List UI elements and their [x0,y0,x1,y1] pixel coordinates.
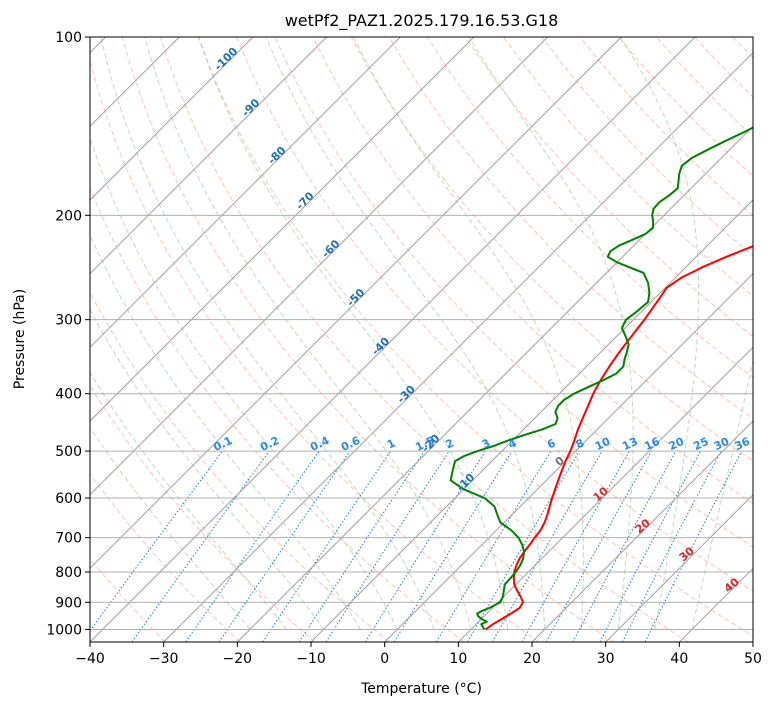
plot-frame [89,36,754,643]
mixing-ratio-line [298,450,425,642]
dry-adiabat-line [198,37,753,637]
y-tick-label: 100 [55,30,82,46]
y-axis-label: Pressure (hPa) [12,289,28,389]
isotherm-line [310,199,753,642]
x-tick-label: −30 [149,651,179,667]
y-tick-label: 800 [55,565,82,581]
moist-adiabat-line [90,233,361,630]
dry-adiabat-line [90,472,241,642]
mixing-ratio-line [599,450,701,642]
mixing-ratio-label: 10 [593,435,613,453]
isotherm-line [90,37,622,570]
dry-adiabat-line [90,59,540,642]
x-tick-label: 20 [523,651,541,667]
dewpoint-line [449,126,753,630]
isotherm-line [163,51,753,642]
isotherm-line [90,37,549,496]
isotherm-line [90,37,254,201]
mixing-ratio-label: 16 [642,435,662,453]
x-tick-label: −20 [223,651,253,667]
x-tick-label: 10 [449,651,467,667]
mixing-ratio-line [621,450,722,642]
x-tick-label: 30 [597,651,615,667]
isotherm-line [90,37,475,422]
x-tick-label: 40 [670,651,688,667]
chart-title: wetPf2_PAZ1.2025.179.16.53.G18 [285,11,559,31]
mixing-ratio-line [435,450,552,642]
mixing-ratio-line [572,450,677,642]
temperature-line [485,245,753,631]
y-tick-label: 900 [55,595,82,611]
mixing-ratio-line [262,450,392,642]
dry-adiabat-line [90,291,390,642]
dry-adiabat-line [90,186,465,642]
mixing-ratio-line [218,450,351,642]
x-tick-label: 0 [380,651,389,667]
y-tick-label: 500 [55,444,82,460]
mixing-ratio-line [185,450,320,642]
x-tick-label: −10 [296,651,326,667]
moist-adiabat-line [468,37,634,630]
moist-adiabat-line [620,37,700,630]
mixing-ratio-line [325,450,450,642]
dry-adiabat-line [159,37,689,642]
dry-adiabat-line [274,37,753,548]
dry-adiabat-line [90,384,316,642]
y-tick-label: 600 [55,491,82,507]
mixing-ratio-line [393,450,513,642]
isotherm-line [457,346,753,642]
isotherm-line [605,493,753,642]
mixing-ratio-line [90,450,223,632]
mixing-ratio-line [644,450,743,642]
moist-adiabat-line [691,358,753,630]
moist-adiabat-line [198,37,509,630]
moist-adiabat-line [265,37,546,630]
x-axis-label: Temperature (°C) [360,681,482,697]
mixing-ratio-line [521,450,630,642]
moist-adiabat-line [353,37,584,630]
isotherm-line [90,37,696,642]
mixing-ratio-label: 20 [667,435,687,453]
dry-adiabat-line [426,37,753,378]
x-tick-label: 50 [744,651,762,667]
y-tick-label: 1000 [46,622,82,638]
moist-adiabat-line [90,308,324,630]
mixing-ratio-label: 30 [712,435,732,453]
dry-adiabat-line [350,37,753,462]
dry-adiabat-line [90,557,166,642]
isotherm-line [384,272,753,642]
isotherm-line [90,37,401,349]
series-layer [449,126,753,631]
mixing-ratio-label: 25 [691,435,710,453]
isotherm-line [90,37,328,275]
y-tick-label: 300 [55,313,82,329]
isotherm-line [236,125,753,642]
y-tick-label: 400 [55,387,82,403]
y-tick-label: 200 [55,208,82,224]
axis-layer: −40 −30 −20 −10 0 10 20 30 40 50 1000 900 800 700 600 5… [46,30,762,667]
x-tick-label: −40 [75,651,105,667]
isotherm-line [531,420,753,642]
dry-adiabat-line [503,37,753,297]
mixing-ratio-label: 13 [620,435,639,453]
mixing-ratio-line [131,450,270,642]
y-tick-label: 700 [55,531,82,547]
mixing-ratio-line [545,450,653,642]
mixing-ratio-line [364,450,486,642]
dry-adiabat-line [121,37,614,642]
mixing-ratio-label: 36 [733,435,753,453]
moist-adiabat-line [100,37,435,630]
moist-adiabat-line [90,136,398,630]
dry-adiabat-line [236,37,753,592]
grid-layer [90,37,753,642]
